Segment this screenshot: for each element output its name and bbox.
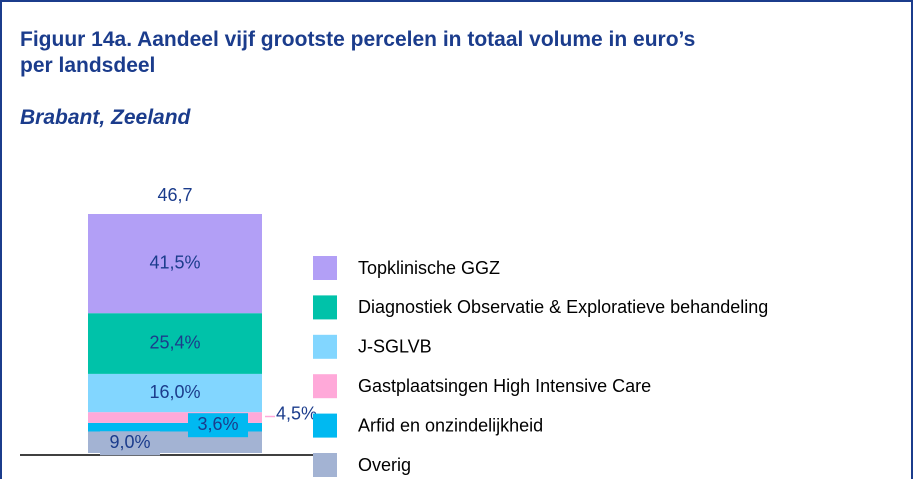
data-label: 3,6% — [197, 414, 238, 434]
data-label: 4,5% — [276, 403, 317, 423]
bar-segment — [88, 412, 262, 423]
legend-label: Arfid en onzindelijkheid — [358, 415, 543, 435]
bar-segment — [88, 313, 262, 374]
bar-segment — [88, 214, 262, 314]
legend-swatch — [313, 453, 337, 477]
legend-label: Gastplaatsingen High Intensive Care — [358, 376, 651, 396]
data-label: 41,5% — [149, 252, 200, 272]
label-box — [188, 413, 248, 438]
legend-swatch — [313, 413, 337, 438]
bar-segment — [88, 373, 262, 413]
legend-label: J-SGLVB — [358, 337, 432, 357]
legend-swatch — [313, 374, 337, 399]
data-label: 9,0% — [109, 432, 150, 452]
total-label: 46,7 — [157, 185, 192, 205]
data-label: 25,4% — [149, 332, 200, 352]
bar-segment — [88, 422, 262, 432]
legend-swatch — [313, 295, 337, 320]
data-label: 16,0% — [149, 382, 200, 402]
legend-swatch — [313, 256, 337, 280]
chart-subtitle: Brabant, Zeeland — [20, 106, 192, 129]
chart-title: Figuur 14a. Aandeel vijf grootste percel… — [20, 28, 695, 77]
legend-label: Topklinische GGZ — [358, 258, 500, 278]
legend-label: Diagnostiek Observatie & Exploratieve be… — [358, 297, 768, 317]
label-box — [100, 431, 160, 456]
legend-label: Overig — [358, 455, 411, 475]
legend-swatch — [313, 334, 337, 359]
